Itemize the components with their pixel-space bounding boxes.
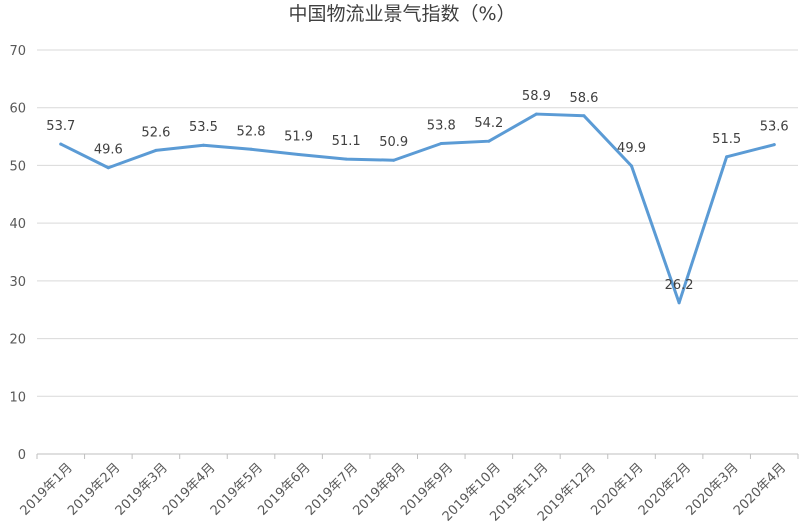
- data-label: 51.9: [284, 129, 313, 144]
- y-tick-label: 40: [9, 217, 26, 232]
- data-point: [487, 139, 491, 143]
- data-label: 49.9: [617, 141, 646, 156]
- data-label: 53.8: [427, 118, 456, 133]
- data-point: [154, 148, 158, 152]
- data-label: 53.6: [760, 120, 789, 135]
- chart-title: 中国物流业景气指数（%）: [288, 3, 515, 25]
- data-label: 50.9: [379, 135, 408, 150]
- y-tick-label: 60: [9, 102, 26, 117]
- data-point: [677, 301, 681, 305]
- gridlines: [37, 49, 798, 397]
- series-line: [59, 112, 776, 305]
- data-label: 53.7: [46, 119, 75, 134]
- data-point: [344, 157, 348, 161]
- x-axis: 2019年1月2019年2月2019年3月2019年4月2019年5月2019年…: [18, 453, 799, 525]
- data-point: [772, 143, 776, 147]
- y-tick-label: 20: [9, 333, 26, 348]
- y-tick-label: 70: [9, 44, 26, 59]
- data-point: [249, 147, 253, 151]
- data-label: 54.2: [474, 116, 503, 131]
- data-point: [725, 155, 729, 159]
- data-point: [106, 166, 110, 170]
- y-axis: 0 10 20 30 40 50 60 70: [9, 44, 26, 463]
- data-point: [392, 158, 396, 162]
- data-point: [582, 114, 586, 118]
- data-label: 52.6: [141, 125, 170, 140]
- data-point: [59, 142, 63, 146]
- y-tick-label: 10: [9, 390, 26, 405]
- data-label: 52.8: [237, 124, 266, 139]
- data-label: 51.5: [712, 132, 741, 147]
- y-tick-label: 0: [18, 448, 26, 463]
- data-label: 49.6: [94, 143, 123, 158]
- data-point: [297, 152, 301, 156]
- data-label: 53.5: [189, 120, 218, 135]
- data-point: [534, 112, 538, 116]
- data-label: 58.6: [569, 91, 598, 106]
- data-label: 58.9: [522, 89, 551, 104]
- data-labels: 53.7 49.6 52.6 53.5 52.8 51.9 51.1 50.9 53.8 54.2…: [46, 89, 788, 293]
- data-label: 51.1: [332, 134, 361, 149]
- data-point: [439, 141, 443, 145]
- data-point: [201, 143, 205, 147]
- data-point: [630, 164, 634, 168]
- y-tick-label: 50: [9, 159, 26, 174]
- series-layer: [59, 112, 776, 305]
- data-label: 26.2: [665, 278, 694, 293]
- y-tick-label: 30: [9, 275, 26, 290]
